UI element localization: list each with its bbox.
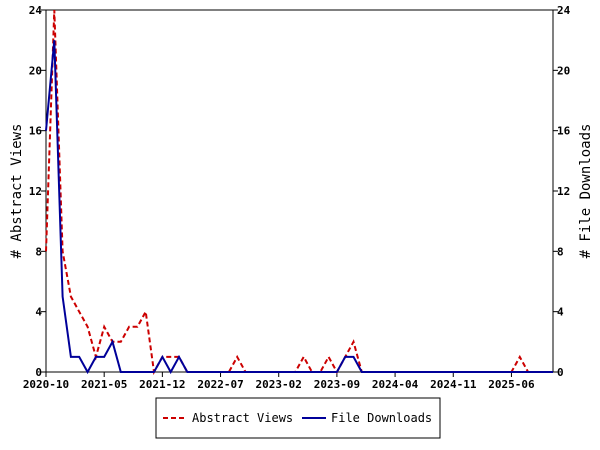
y-right-tick-label: 12	[557, 185, 570, 198]
y-right-tick-label: 24	[557, 4, 571, 17]
y-left-tick-label: 20	[29, 64, 42, 77]
y-right-tick-label: 8	[557, 245, 564, 258]
y-axis-left: 0 4 8 12 16 20 24	[29, 4, 46, 379]
series-line-file-downloads	[45, 40, 553, 375]
legend-label-abstract-views: Abstract Views	[192, 411, 293, 425]
x-tick-label: 2024-04	[372, 378, 419, 391]
x-tick-label: 2021-12	[139, 378, 185, 391]
y-right-tick-label: 16	[557, 125, 571, 138]
series-layer	[45, 9, 553, 376]
y-left-tick-label: 12	[29, 185, 42, 198]
x-tick-label: 2022-07	[197, 378, 243, 391]
x-tick-label: 2021-05	[81, 378, 127, 391]
y-right-tick-label: 20	[557, 64, 570, 77]
x-tick-label: 2020-10	[23, 378, 69, 391]
y-left-tick-label: 0	[35, 366, 42, 379]
y-right-tick-label: 4	[557, 306, 564, 319]
y-left-tick-label: 16	[29, 125, 43, 138]
y-axis-left-title: # Abstract Views	[9, 124, 25, 259]
legend-box	[155, 397, 441, 439]
y-left-tick-label: 4	[35, 306, 42, 319]
y-right-tick-label: 0	[557, 366, 564, 379]
x-tick-label: 2025-06	[488, 378, 535, 391]
y-axis-right: 0 4 8 12 16 20 24	[553, 4, 571, 379]
y-left-tick-label: 24	[29, 4, 43, 17]
x-tick-label: 2023-02	[256, 378, 302, 391]
plot-area	[45, 9, 554, 373]
x-axis: 2020-10 2021-05 2021-12 2022-07 2023-02 2023-…	[23, 372, 535, 391]
x-tick-label: 2023-09	[314, 378, 360, 391]
series-line-abstract-views	[45, 9, 553, 376]
legend-label-file-downloads: File Downloads	[331, 411, 432, 425]
legend: Abstract Views File Downloads	[155, 397, 441, 439]
y-left-tick-label: 8	[35, 245, 42, 258]
x-tick-label: 2024-11	[430, 378, 477, 391]
y-axis-right-title: # File Downloads	[578, 124, 594, 259]
